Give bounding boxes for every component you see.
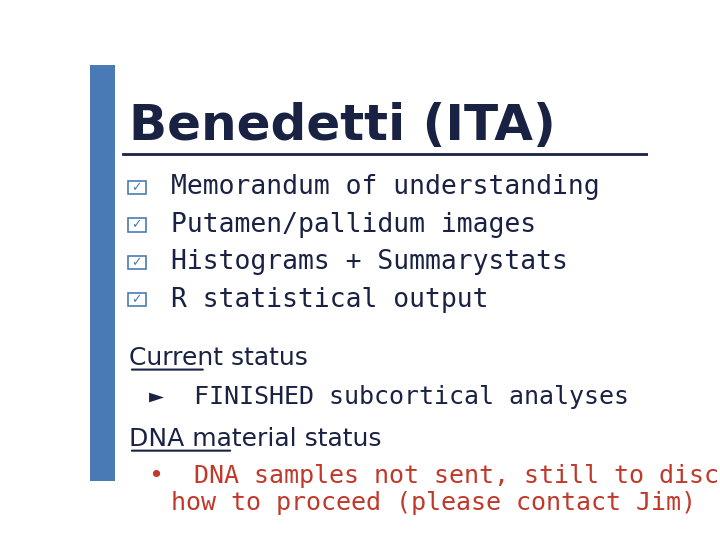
Text: Current status: Current status <box>129 346 308 370</box>
Text: R statistical output: R statistical output <box>171 287 488 313</box>
Text: Benedetti (ITA): Benedetti (ITA) <box>129 102 556 150</box>
Text: ✓: ✓ <box>132 256 142 269</box>
FancyBboxPatch shape <box>128 255 145 269</box>
Text: ✓: ✓ <box>132 181 142 194</box>
Text: ✓: ✓ <box>132 293 142 306</box>
FancyBboxPatch shape <box>128 218 145 232</box>
Text: ►  FINISHED subcortical analyses: ► FINISHED subcortical analyses <box>148 384 629 409</box>
FancyBboxPatch shape <box>128 181 145 194</box>
Text: how to proceed (please contact Jim): how to proceed (please contact Jim) <box>171 491 696 516</box>
FancyBboxPatch shape <box>90 65 115 481</box>
Text: ✓: ✓ <box>132 218 142 231</box>
Text: •  DNA samples not sent, still to discuss: • DNA samples not sent, still to discuss <box>148 464 720 488</box>
FancyBboxPatch shape <box>128 293 145 306</box>
Text: Putamen/pallidum images: Putamen/pallidum images <box>171 212 536 238</box>
Text: Histograms + Summarystats: Histograms + Summarystats <box>171 249 568 275</box>
Text: Memorandum of understanding: Memorandum of understanding <box>171 174 600 200</box>
Text: DNA material status: DNA material status <box>129 427 382 451</box>
